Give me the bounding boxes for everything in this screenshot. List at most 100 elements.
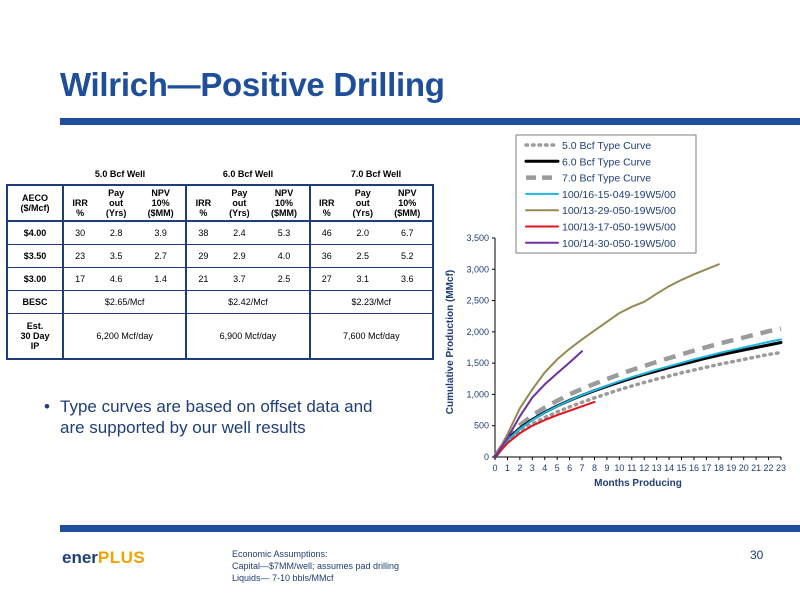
table-row-besc: BESC $2.65/Mcf $2.42/Mcf $2.23/Mcf	[7, 290, 433, 314]
chart-legend: 5.0 Bcf Type Curve 6.0 Bcf Type Curve 7.0 …	[515, 134, 697, 254]
bullet-dot: •	[44, 397, 50, 416]
table-cell: 17	[63, 267, 97, 291]
y-tick-label: 2,500	[466, 296, 489, 306]
y-axis-label: Cumulative Production (MMcf)	[445, 270, 456, 414]
legend-label: 7.0 Bcf Type Curve	[562, 173, 651, 185]
table-cell: $2.23/Mcf	[309, 290, 433, 314]
table-row-ip: Est. 30 Day IP 6,200 Mcf/day 6,900 Mcf/d…	[7, 313, 433, 360]
page-number: 30	[750, 548, 764, 562]
x-tick-label: 7	[580, 463, 585, 473]
table-cell: 1.4	[136, 267, 188, 291]
bullet-text: Type curves are based on offset data and…	[60, 397, 373, 437]
x-tick-label: 17	[701, 463, 711, 473]
table-cell: 2.4	[219, 221, 260, 245]
series-line-4	[494, 263, 720, 458]
header-text: %	[76, 208, 85, 218]
x-tick-label: 4	[542, 463, 547, 473]
row-label-line: 30 Day	[20, 331, 50, 341]
header-text: IRR	[72, 198, 88, 208]
enerplus-logo: enerPLUS	[62, 548, 145, 568]
economic-assumptions-footnote: Economic Assumptions: Capital—$7MM/well;…	[232, 548, 399, 584]
table-cell: 36	[309, 244, 343, 268]
x-tick-label: 5	[555, 463, 560, 473]
table-group-header-5bcf: 5.0 Bcf Well	[94, 169, 146, 179]
table-cell: 38	[186, 221, 220, 245]
header-irr: IRR%	[309, 185, 343, 222]
x-tick-label: 2	[517, 463, 522, 473]
x-tick-label: 20	[739, 463, 749, 473]
x-tick-label: 15	[677, 463, 687, 473]
table-cell: 5.2	[382, 244, 433, 268]
header-aeco-line2: ($/Mcf)	[20, 203, 50, 213]
header-text: Pay	[231, 188, 248, 198]
footer-bar	[60, 525, 800, 532]
table-cell: 6,900 Mcf/day	[186, 313, 311, 360]
table-group-header-6bcf: 6.0 Bcf Well	[222, 169, 274, 179]
table-cell: 23	[63, 244, 97, 268]
x-tick-label: 14	[664, 463, 674, 473]
table-cell: 3.7	[219, 267, 260, 291]
row-label-line: IP	[30, 341, 40, 351]
table-cell: 4.6	[96, 267, 137, 291]
header-text: NPV	[274, 188, 294, 198]
table-cell: 2.0	[342, 221, 383, 245]
header-irr: IRR%	[63, 185, 97, 222]
header-npv: NPV 10% ($MM)	[382, 185, 433, 222]
x-tick-label: 1	[505, 463, 510, 473]
x-tick-label: 3	[530, 463, 535, 473]
table-cell: 21	[186, 267, 220, 291]
header-text: out	[109, 198, 124, 208]
legend-label: 100/14-30-050-19W5/00	[562, 238, 676, 250]
table-cell: 7,600 Mcf/day	[309, 313, 433, 360]
footnote-line: Capital—$7MM/well; assumes pad drilling	[232, 561, 400, 571]
x-tick-label: 13	[652, 463, 662, 473]
table-cell: 3.9	[136, 221, 188, 245]
header-text: Pay	[354, 188, 371, 198]
table-row: $3.00 17 4.6 1.4 21 3.7 2.5 27 3.1 3.6	[7, 267, 433, 291]
header-text: ($MM)	[147, 208, 174, 218]
x-tick-label: 18	[714, 463, 724, 473]
table-cell: 2.8	[96, 221, 137, 245]
series-line-5	[494, 400, 596, 458]
header-irr: IRR%	[186, 185, 220, 222]
header-payout: Pay out (Yrs)	[96, 185, 137, 222]
x-tick-label: 9	[604, 463, 609, 473]
row-label: $4.00	[7, 221, 64, 245]
row-label: Est. 30 Day IP	[7, 313, 64, 360]
series-line-3	[494, 338, 782, 458]
legend-label: 5.0 Bcf Type Curve	[562, 140, 651, 152]
row-label: BESC	[7, 290, 64, 314]
row-label-line: Est.	[26, 321, 44, 331]
table-cell: 29	[186, 244, 220, 268]
y-tick-label: 0	[484, 452, 489, 462]
table-header-row: AECO ($/Mcf) IRR% Pay out (Yrs) NPV 10% ($MM…	[7, 185, 433, 222]
legend-label: 100/13-17-050-19W5/00	[562, 222, 676, 234]
logo-text-ener: ener	[62, 548, 98, 567]
slide-title: Wilrich—Positive Drilling	[60, 66, 445, 103]
header-text: (Yrs)	[105, 208, 127, 218]
table-row: $4.00 30 2.8 3.9 38 2.4 5.3 46 2.0 6.7	[7, 221, 433, 245]
header-text: 10%	[151, 198, 170, 208]
chart-series-lines	[493, 263, 783, 459]
table-group-header-7bcf: 7.0 Bcf Well	[350, 169, 402, 179]
title-underline-bar	[60, 118, 800, 125]
header-text: Pay	[108, 188, 125, 198]
header-text: NPV	[398, 188, 417, 198]
footnote-line: Liquids— 7-10 bbls/MMcf	[232, 573, 334, 583]
table-cell: 3.6	[382, 267, 433, 291]
header-payout: Pay out (Yrs)	[219, 185, 260, 222]
header-text: IRR	[318, 198, 335, 208]
row-label: $3.00	[7, 267, 64, 291]
header-text: out	[355, 198, 370, 208]
series-line-6	[494, 350, 583, 458]
y-tick-label: 2,000	[466, 327, 489, 337]
economics-table: AECO ($/Mcf) IRR% Pay out (Yrs) NPV 10% ($MM…	[6, 184, 434, 360]
table-cell: 4.0	[259, 244, 311, 268]
header-npv: NPV 10% ($MM)	[136, 185, 188, 222]
x-axis-label: Months Producing	[594, 478, 682, 489]
table-cell: 6.7	[382, 221, 433, 245]
series-line-2	[493, 326, 782, 459]
header-text: ($MM)	[394, 208, 421, 218]
header-text: (Yrs)	[352, 208, 373, 218]
